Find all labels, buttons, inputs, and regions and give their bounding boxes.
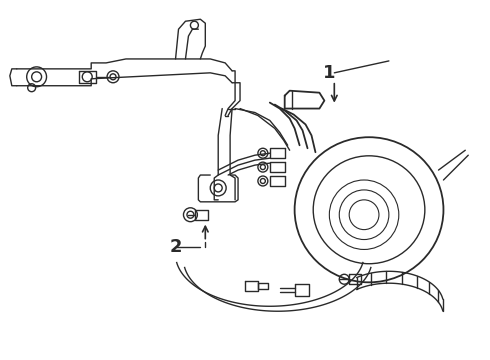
Text: 1: 1 bbox=[323, 64, 336, 82]
Text: 2: 2 bbox=[169, 238, 182, 256]
